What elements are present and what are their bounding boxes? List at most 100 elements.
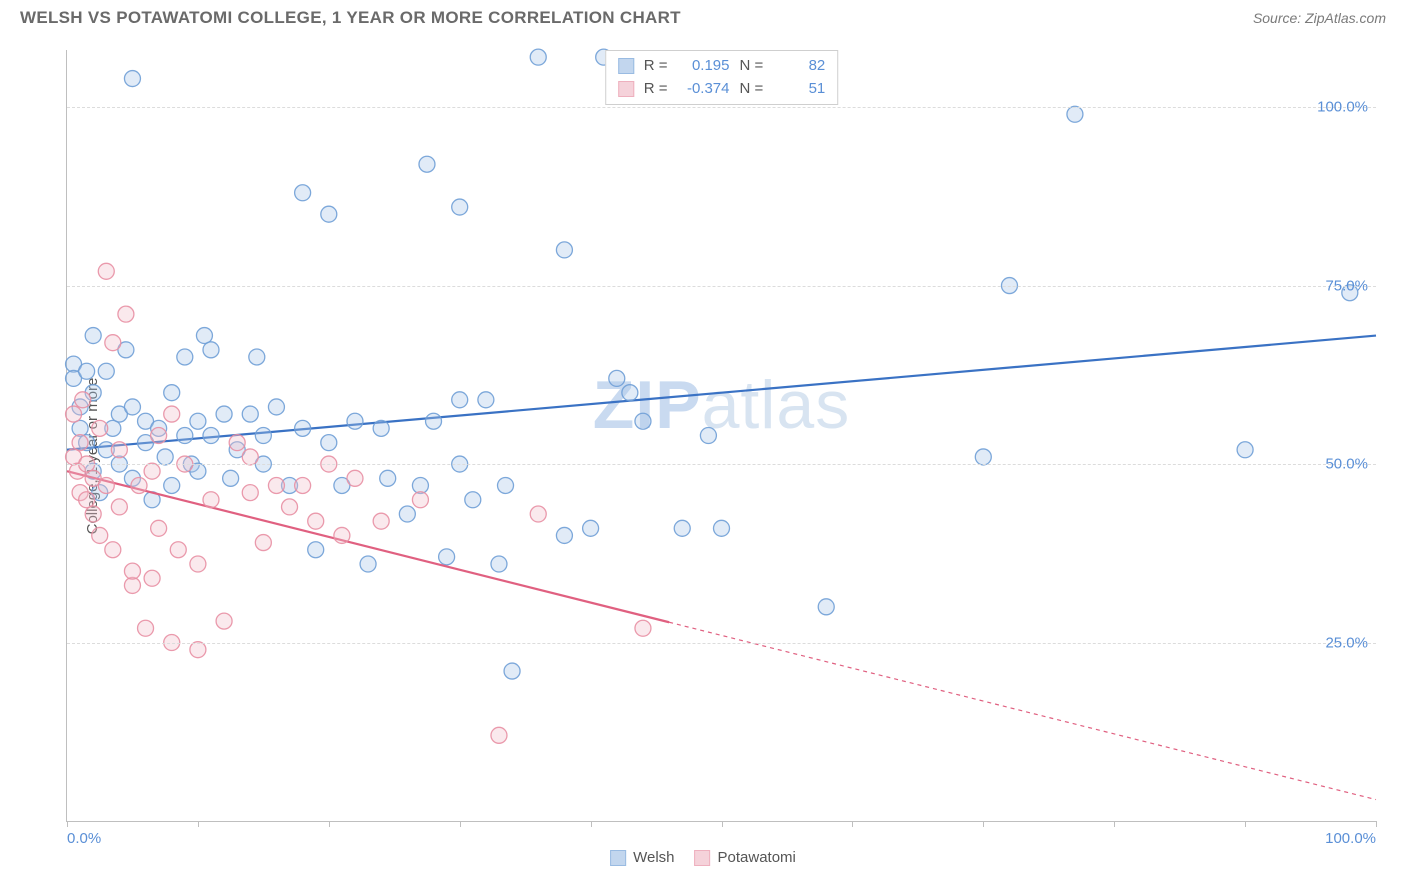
n-label: N = bbox=[740, 55, 764, 78]
data-point bbox=[674, 520, 690, 536]
chart-container: College, 1 year or more ZIPatlas R =0.19… bbox=[20, 40, 1386, 872]
trend-line-extrapolated bbox=[669, 622, 1376, 799]
data-point bbox=[498, 477, 514, 493]
data-point bbox=[504, 663, 520, 679]
data-point bbox=[321, 206, 337, 222]
data-point bbox=[530, 506, 546, 522]
data-point bbox=[412, 477, 428, 493]
data-point bbox=[347, 470, 363, 486]
data-point bbox=[75, 392, 91, 408]
data-point bbox=[92, 420, 108, 436]
data-point bbox=[124, 71, 140, 87]
y-tick-label: 75.0% bbox=[1325, 277, 1368, 294]
data-point bbox=[85, 506, 101, 522]
stats-row: R =-0.374N =51 bbox=[618, 78, 826, 101]
data-point bbox=[144, 570, 160, 586]
data-point bbox=[452, 392, 468, 408]
data-point bbox=[190, 556, 206, 572]
data-point bbox=[249, 349, 265, 365]
gridline bbox=[67, 464, 1376, 465]
data-point bbox=[144, 463, 160, 479]
legend-label: Potawatomi bbox=[718, 849, 796, 866]
trend-line bbox=[67, 471, 669, 622]
data-point bbox=[151, 520, 167, 536]
data-point bbox=[308, 513, 324, 529]
chart-title: WELSH VS POTAWATOMI COLLEGE, 1 YEAR OR M… bbox=[20, 8, 681, 28]
data-point bbox=[177, 428, 193, 444]
data-point bbox=[465, 492, 481, 508]
data-point bbox=[105, 542, 121, 558]
data-point bbox=[373, 420, 389, 436]
data-point bbox=[556, 527, 572, 543]
chart-header: WELSH VS POTAWATOMI COLLEGE, 1 YEAR OR M… bbox=[0, 0, 1406, 32]
data-point bbox=[223, 470, 239, 486]
data-point bbox=[157, 449, 173, 465]
x-tick bbox=[329, 821, 330, 827]
gridline bbox=[67, 107, 1376, 108]
data-point bbox=[111, 442, 127, 458]
data-point bbox=[255, 428, 271, 444]
data-point bbox=[635, 413, 651, 429]
data-point bbox=[66, 406, 82, 422]
legend-swatch bbox=[618, 81, 634, 97]
data-point bbox=[242, 406, 258, 422]
plot-area: ZIPatlas R =0.195N =82R =-0.374N =51 25.… bbox=[66, 50, 1376, 822]
data-point bbox=[164, 406, 180, 422]
data-point bbox=[380, 470, 396, 486]
y-tick-label: 25.0% bbox=[1325, 634, 1368, 651]
data-point bbox=[255, 535, 271, 551]
data-point bbox=[118, 306, 134, 322]
data-point bbox=[975, 449, 991, 465]
data-point bbox=[373, 513, 389, 529]
data-point bbox=[98, 263, 114, 279]
r-value: 0.195 bbox=[678, 55, 730, 78]
data-point bbox=[491, 556, 507, 572]
x-tick-label: 100.0% bbox=[1325, 830, 1376, 847]
data-point bbox=[295, 477, 311, 493]
data-point bbox=[170, 542, 186, 558]
gridline bbox=[67, 286, 1376, 287]
data-point bbox=[98, 363, 114, 379]
data-point bbox=[635, 620, 651, 636]
data-point bbox=[439, 549, 455, 565]
legend-swatch bbox=[618, 58, 634, 74]
data-point bbox=[111, 499, 127, 515]
data-point bbox=[229, 435, 245, 451]
data-point bbox=[203, 492, 219, 508]
x-tick bbox=[1245, 821, 1246, 827]
data-point bbox=[282, 499, 298, 515]
data-point bbox=[124, 399, 140, 415]
data-point bbox=[177, 349, 193, 365]
r-label: R = bbox=[644, 78, 668, 101]
y-tick-label: 50.0% bbox=[1325, 456, 1368, 473]
x-tick-label: 0.0% bbox=[67, 830, 101, 847]
data-point bbox=[308, 542, 324, 558]
stats-box: R =0.195N =82R =-0.374N =51 bbox=[605, 50, 839, 105]
data-point bbox=[79, 363, 95, 379]
data-point bbox=[452, 199, 468, 215]
data-point bbox=[124, 563, 140, 579]
data-point bbox=[478, 392, 494, 408]
data-point bbox=[1067, 106, 1083, 122]
bottom-legend: Welsh Potawatomi bbox=[610, 849, 796, 866]
legend-item: Welsh bbox=[610, 849, 674, 866]
data-point bbox=[164, 477, 180, 493]
data-point bbox=[321, 435, 337, 451]
x-tick bbox=[1376, 821, 1377, 827]
data-point bbox=[268, 477, 284, 493]
data-point bbox=[164, 385, 180, 401]
data-point bbox=[216, 613, 232, 629]
data-point bbox=[72, 435, 88, 451]
data-point bbox=[124, 577, 140, 593]
x-tick bbox=[722, 821, 723, 827]
legend-swatch bbox=[695, 850, 711, 866]
data-point bbox=[105, 335, 121, 351]
data-point bbox=[242, 485, 258, 501]
data-point bbox=[72, 420, 88, 436]
data-point bbox=[622, 385, 638, 401]
data-point bbox=[203, 428, 219, 444]
x-tick bbox=[852, 821, 853, 827]
data-point bbox=[360, 556, 376, 572]
data-point bbox=[151, 428, 167, 444]
data-point bbox=[98, 477, 114, 493]
